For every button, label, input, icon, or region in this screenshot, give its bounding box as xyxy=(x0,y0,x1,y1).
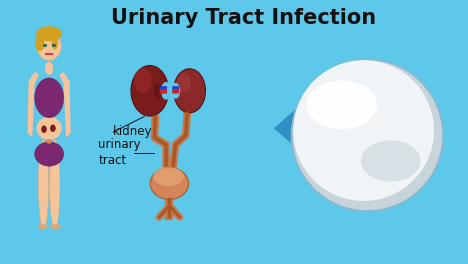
Ellipse shape xyxy=(361,140,421,182)
Ellipse shape xyxy=(134,68,152,93)
FancyBboxPatch shape xyxy=(172,90,179,94)
Text: urinary
tract: urinary tract xyxy=(98,138,141,167)
Ellipse shape xyxy=(50,224,61,229)
Ellipse shape xyxy=(177,73,191,92)
Polygon shape xyxy=(28,72,39,138)
Ellipse shape xyxy=(171,83,180,99)
Ellipse shape xyxy=(150,168,189,199)
Ellipse shape xyxy=(38,140,49,229)
Ellipse shape xyxy=(37,116,62,140)
Ellipse shape xyxy=(35,35,44,51)
Ellipse shape xyxy=(161,82,171,100)
Ellipse shape xyxy=(154,167,184,186)
Ellipse shape xyxy=(37,26,62,41)
FancyBboxPatch shape xyxy=(160,90,167,94)
Ellipse shape xyxy=(37,32,61,60)
Ellipse shape xyxy=(291,59,444,212)
Ellipse shape xyxy=(50,125,56,132)
FancyBboxPatch shape xyxy=(172,86,179,90)
Ellipse shape xyxy=(174,69,205,113)
Ellipse shape xyxy=(51,36,58,50)
Text: kidney: kidney xyxy=(113,125,153,139)
Ellipse shape xyxy=(35,78,64,118)
Polygon shape xyxy=(59,72,71,138)
Ellipse shape xyxy=(293,60,434,201)
Ellipse shape xyxy=(292,60,442,210)
Ellipse shape xyxy=(45,62,53,75)
Text: Urinary Tract Infection: Urinary Tract Infection xyxy=(111,8,376,28)
Ellipse shape xyxy=(46,139,52,144)
Ellipse shape xyxy=(306,81,377,129)
Ellipse shape xyxy=(131,65,168,116)
Ellipse shape xyxy=(50,140,60,229)
FancyBboxPatch shape xyxy=(160,86,167,90)
Ellipse shape xyxy=(154,83,162,98)
Ellipse shape xyxy=(41,125,47,133)
Polygon shape xyxy=(274,106,328,151)
Ellipse shape xyxy=(35,142,64,166)
Ellipse shape xyxy=(37,224,48,229)
